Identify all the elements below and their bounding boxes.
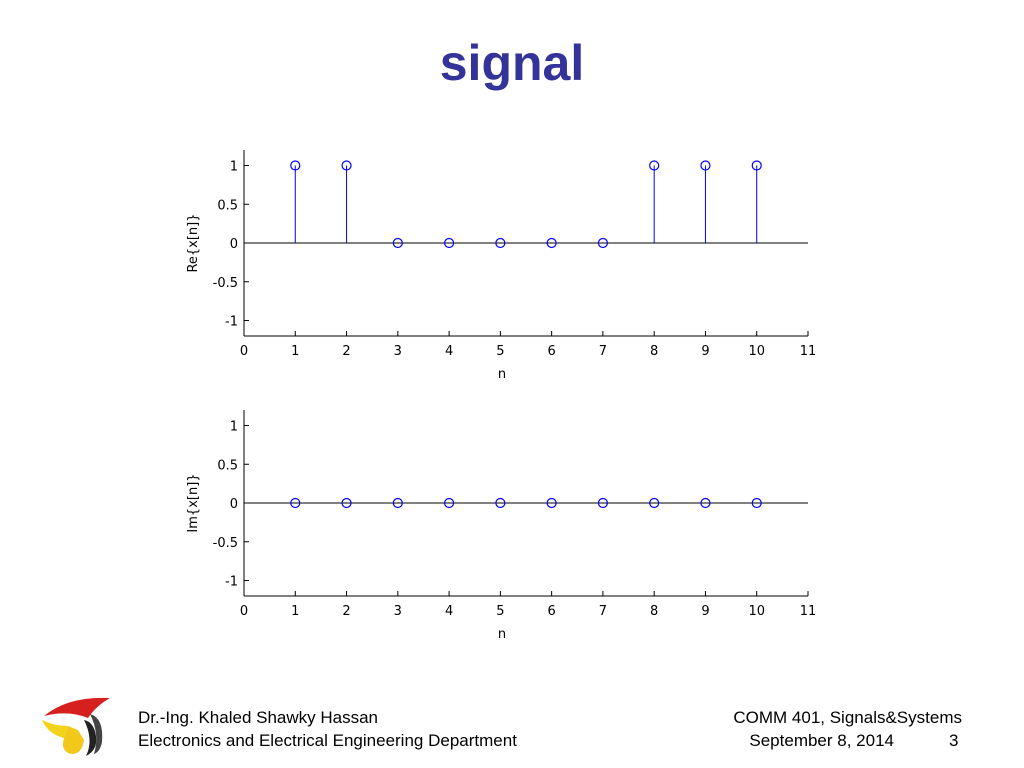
x-axis-label: n [498,627,506,642]
x-tick-label: 1 [291,344,299,359]
x-tick-label: 8 [650,344,658,359]
x-tick-label: 5 [496,604,504,619]
stem-marker [597,497,609,509]
x-tick-label: 7 [599,344,607,359]
footer-author: Dr.-Ing. Khaled Shawky Hassan [138,708,379,727]
y-axis-label: Re{x[n]} [186,213,201,272]
x-tick-label: 11 [800,604,817,619]
stem-marker [751,160,762,171]
x-tick-label: 4 [445,344,453,359]
footer-course: COMM 401, Signals&Systems [733,708,962,727]
stem-marker [443,497,455,509]
stem-marker [700,160,711,171]
x-tick-label: 7 [599,604,607,619]
x-tick-label: 2 [342,344,350,359]
university-logo-icon [42,697,110,756]
y-tick-label: -0.5 [213,536,238,551]
stem-marker [290,160,301,171]
y-tick-label: -1 [225,315,238,330]
stem-marker [392,497,403,509]
stem-marker [649,160,660,171]
x-tick-label: 4 [445,604,453,619]
y-tick-label: 0 [230,497,238,512]
x-tick-label: 0 [240,604,248,619]
stem-marker [649,497,660,509]
x-tick-label: 10 [748,344,765,359]
y-tick-label: 1 [230,160,238,175]
x-tick-label: 6 [547,344,555,359]
stem-marker [290,497,301,509]
x-tick-label: 1 [291,604,299,619]
stem-marker [443,237,455,249]
x-tick-label: 2 [342,604,350,619]
x-tick-label: 9 [701,344,709,359]
x-tick-label: 10 [748,604,765,619]
page-number: 3 [949,731,959,750]
slide-title: signal [439,35,585,91]
footer-left: Dr.-Ing. Khaled Shawky Hassan Electronic… [138,707,517,753]
stem-marker [392,237,403,249]
footer-right: COMM 401, Signals&Systems September 8, 2… [733,707,962,753]
x-tick-label: 11 [800,344,817,359]
x-axis-label: n [498,367,506,382]
footer-department: Electronics and Electrical Engineering D… [138,730,517,750]
stem-marker [546,497,557,509]
footer-date: September 8, 2014 [749,730,894,750]
x-tick-label: 0 [240,344,248,359]
stem-marker [495,497,506,509]
y-tick-label: -1 [225,575,238,590]
stem-marker [495,237,506,249]
x-tick-label: 8 [650,604,658,619]
x-tick-label: 6 [547,604,555,619]
x-tick-label: 9 [701,604,709,619]
stem-marker [700,497,711,509]
x-tick-label: 3 [394,604,402,619]
x-tick-label: 3 [394,344,402,359]
y-axis-label: Im{x[n]} [186,473,201,532]
stem-marker [341,497,352,509]
y-tick-label: 0.5 [217,458,238,473]
stem-marker [597,237,609,249]
stem-marker [546,237,557,249]
stem-marker [341,160,352,171]
y-tick-label: 0.5 [217,198,238,213]
y-tick-label: 1 [230,420,238,435]
y-tick-label: -0.5 [213,276,238,291]
x-tick-label: 5 [496,344,504,359]
y-tick-label: 0 [230,237,238,252]
stem-marker [751,497,762,509]
